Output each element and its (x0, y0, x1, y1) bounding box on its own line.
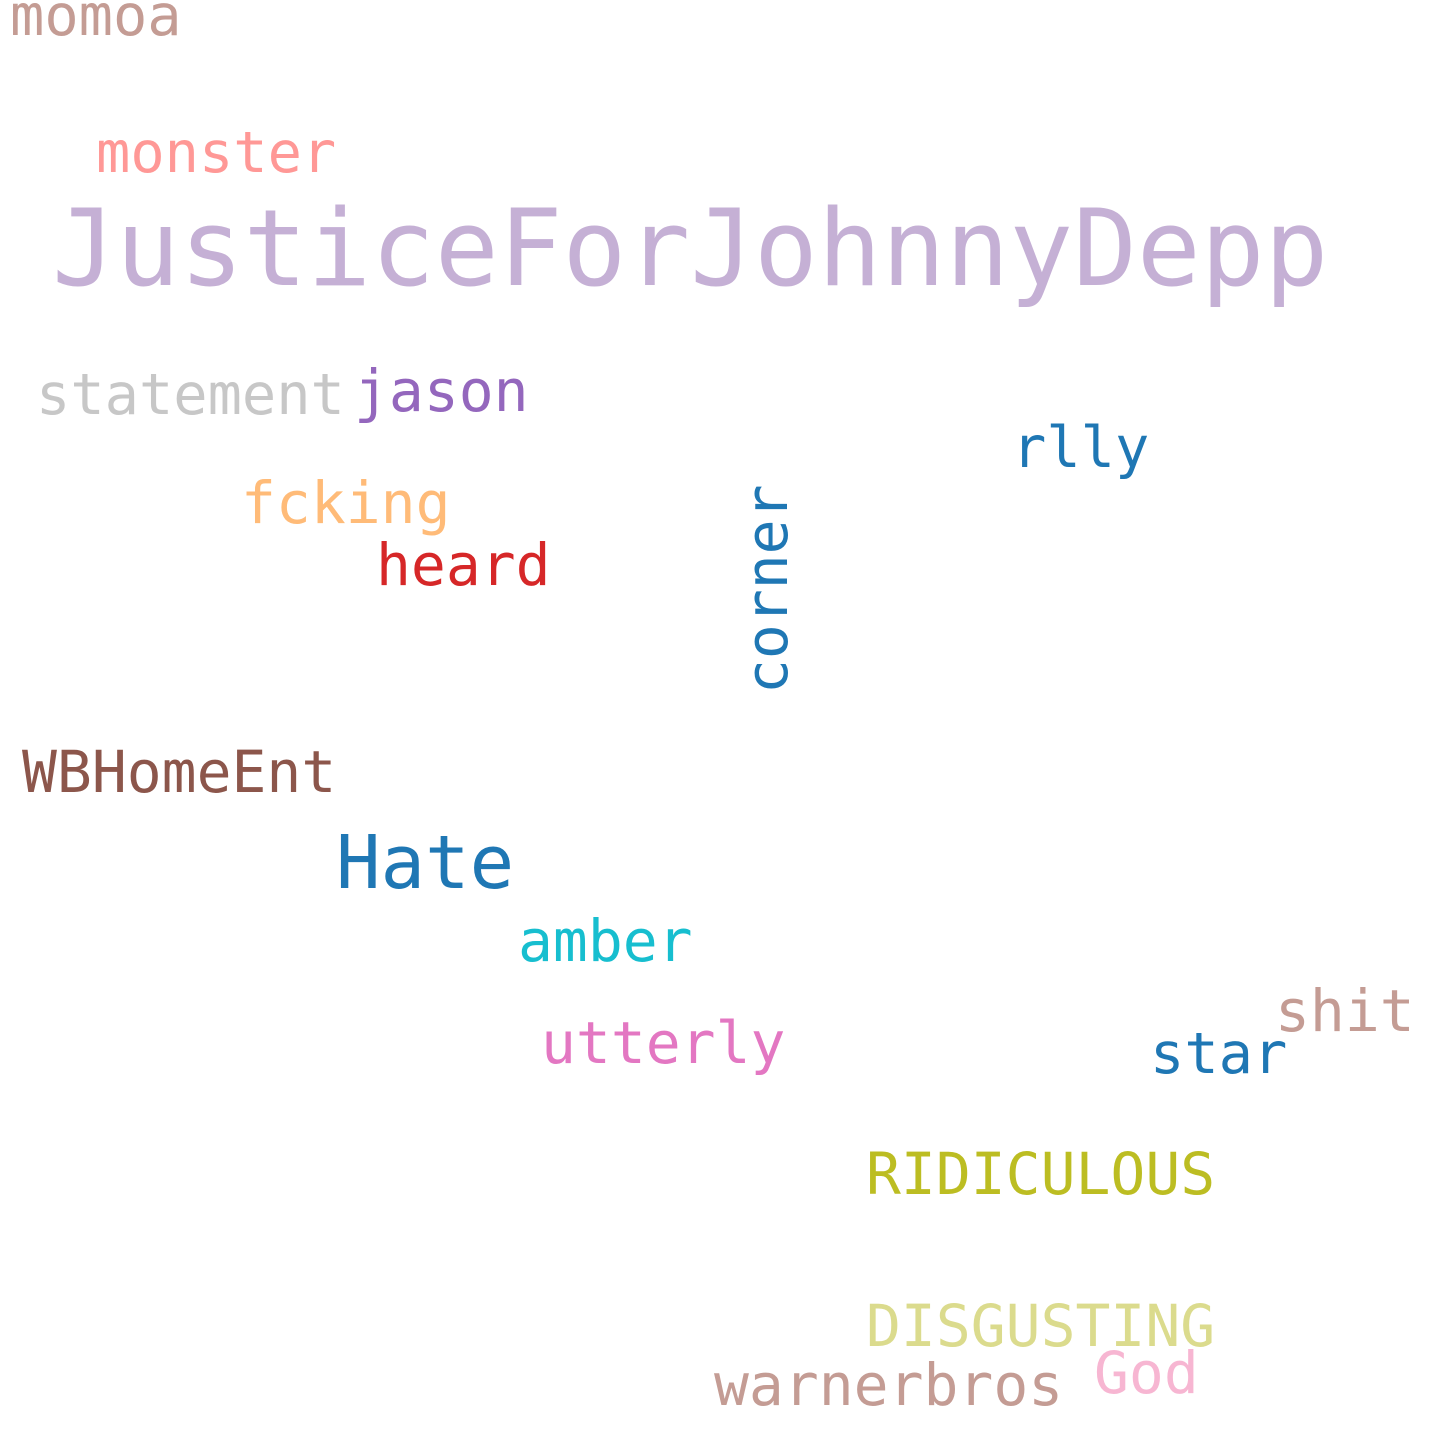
word-god: God (1094, 1339, 1199, 1407)
word-corner: corner (733, 484, 801, 694)
word-fcking: fcking (241, 469, 451, 537)
word-momoa: momoa (10, 0, 182, 49)
word-justicefor-johnnydepp: JusticeForJohnnyDepp (52, 187, 1329, 310)
word-disgusting: DISGUSTING (866, 1292, 1216, 1360)
word-monster: monster (96, 120, 337, 186)
word-hate: Hate (336, 820, 515, 906)
word-warnerbros: warnerbros (714, 1351, 1064, 1419)
word-shit: shit (1275, 977, 1415, 1045)
word-ridiculous: RIDICULOUS (866, 1140, 1216, 1208)
word-amber: amber (518, 907, 693, 975)
word-wbhomeent: WBHomeEnt (22, 738, 337, 806)
word-statement: statement (36, 362, 345, 428)
word-star: star (1150, 1021, 1288, 1087)
word-utterly: utterly (541, 1009, 786, 1077)
word-rlly: rlly (1012, 415, 1150, 481)
word-heard: heard (376, 531, 551, 599)
word-jason: jason (354, 357, 529, 425)
